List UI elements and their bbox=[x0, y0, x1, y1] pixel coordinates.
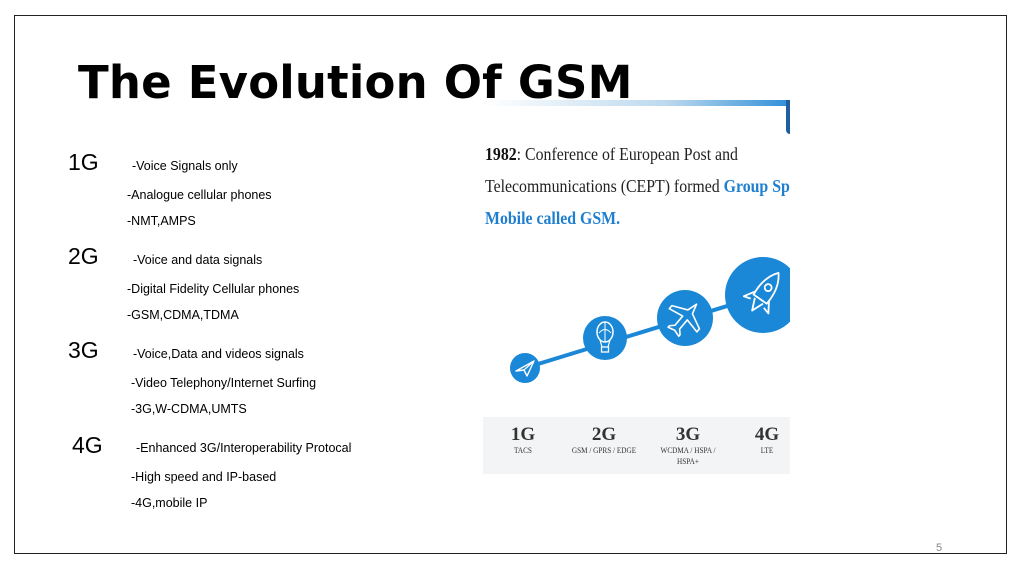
figure-caption: 1982: Conference of European Post and Te… bbox=[485, 138, 790, 234]
generation-item: -Voice,Data and videos signals bbox=[133, 347, 304, 361]
timeline-sub: WCDMA / HSPA / HSPA+ bbox=[660, 445, 716, 466]
timeline-label-2g: 2G GSM / GPRS / EDGE bbox=[559, 425, 649, 456]
paper-plane-icon bbox=[510, 353, 540, 383]
timeline-graphic bbox=[510, 257, 790, 383]
timeline-sub: GSM / GPRS / EDGE bbox=[571, 445, 637, 455]
timeline-label-4g: 4G LTE bbox=[722, 425, 790, 456]
generation-item: -NMT,AMPS bbox=[127, 214, 196, 228]
page-number: 5 bbox=[936, 542, 943, 554]
hot-air-balloon-icon bbox=[583, 316, 627, 360]
timeline-gen: 2G bbox=[591, 424, 617, 445]
timeline-gen: 3G bbox=[675, 424, 701, 445]
generation-label-4g: 4G bbox=[72, 432, 103, 458]
timeline-gen: 4G bbox=[754, 424, 780, 445]
generation-item: -4G,mobile IP bbox=[131, 496, 208, 510]
generation-item: -Voice and data signals bbox=[133, 253, 263, 267]
generation-item: -Voice Signals only bbox=[132, 159, 238, 173]
timeline-sub: LTE bbox=[760, 445, 774, 455]
generation-label-2g: 2G bbox=[68, 243, 99, 269]
figure-top-gradient bbox=[483, 100, 790, 106]
airplane-icon bbox=[657, 290, 713, 346]
generation-item: -Enhanced 3G/Interoperability Protocal bbox=[136, 441, 352, 455]
timeline-gen: 1G bbox=[510, 424, 536, 445]
caption-line-3: Mobile called GSM. bbox=[485, 208, 621, 228]
figure-edge-decoration bbox=[786, 100, 790, 134]
generation-item: -3G,W-CDMA,UMTS bbox=[131, 402, 247, 416]
generation-label-band bbox=[483, 417, 790, 474]
caption-year: 1982 bbox=[485, 144, 517, 164]
generation-item: -Video Telephony/Internet Surfing bbox=[131, 376, 317, 390]
generation-item: -High speed and IP-based bbox=[131, 470, 277, 484]
generation-item: -Digital Fidelity Cellular phones bbox=[127, 282, 300, 296]
generation-label-3g: 3G bbox=[68, 337, 99, 363]
generation-label-1g: 1G bbox=[68, 149, 99, 175]
timeline-label-3g: 3G WCDMA / HSPA / HSPA+ bbox=[643, 425, 733, 467]
timeline-sub: TACS bbox=[514, 445, 532, 455]
timeline-line bbox=[524, 293, 764, 370]
generation-item: -GSM,CDMA,TDMA bbox=[127, 308, 239, 322]
caption-highlight: Group Speciale bbox=[723, 176, 790, 196]
gsm-evolution-figure: 1982: Conference of European Post and Te… bbox=[483, 100, 790, 475]
generation-item: -Analogue cellular phones bbox=[127, 188, 272, 202]
rocket-icon bbox=[725, 257, 790, 333]
caption-line-2: Telecommunications (CEPT) formed bbox=[485, 176, 724, 196]
caption-line-1: : Conference of European Post and bbox=[516, 144, 738, 164]
timeline-label-1g: 1G TACS bbox=[483, 425, 568, 456]
